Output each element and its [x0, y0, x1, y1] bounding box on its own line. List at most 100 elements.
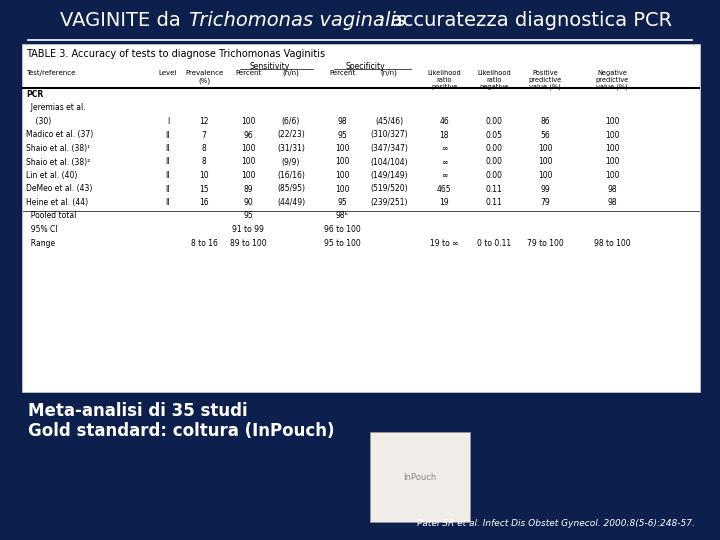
Text: I: I — [167, 117, 169, 126]
Text: 100: 100 — [335, 158, 349, 166]
Text: 19 to ∞: 19 to ∞ — [430, 239, 458, 247]
Text: Heine et al. (44): Heine et al. (44) — [26, 198, 88, 207]
Text: 95: 95 — [337, 131, 347, 139]
Text: (310/327): (310/327) — [370, 131, 408, 139]
Text: 96: 96 — [243, 131, 253, 139]
Text: 10: 10 — [199, 171, 209, 180]
Text: 89 to 100: 89 to 100 — [230, 239, 266, 247]
Text: (239/251): (239/251) — [370, 198, 408, 207]
Text: (6/6): (6/6) — [282, 117, 300, 126]
Text: 100: 100 — [240, 158, 256, 166]
Text: 12: 12 — [199, 117, 209, 126]
Text: Test/reference: Test/reference — [26, 70, 76, 76]
Text: Pooled total: Pooled total — [26, 212, 76, 220]
Text: (45/46): (45/46) — [375, 117, 403, 126]
Text: 99: 99 — [540, 185, 550, 193]
Text: Meta-analisi di 35 studi: Meta-analisi di 35 studi — [28, 402, 248, 420]
Text: 465: 465 — [437, 185, 451, 193]
Text: Likelihood
ratio
negative: Likelihood ratio negative — [477, 70, 511, 90]
Text: Percent: Percent — [329, 70, 355, 76]
Text: II: II — [166, 171, 170, 180]
Text: 100: 100 — [240, 144, 256, 153]
Text: VAGINITE da: VAGINITE da — [60, 11, 187, 30]
Text: 100: 100 — [605, 158, 619, 166]
Text: 18: 18 — [439, 131, 449, 139]
Text: 100: 100 — [538, 158, 552, 166]
Text: 0.00: 0.00 — [485, 117, 503, 126]
Text: 0.00: 0.00 — [485, 171, 503, 180]
Text: TABLE 3. Accuracy of tests to diagnose Trichomonas Vaginitis: TABLE 3. Accuracy of tests to diagnose T… — [26, 49, 325, 59]
Text: Likelihood
ratio
positive: Likelihood ratio positive — [427, 70, 461, 90]
Text: 16: 16 — [199, 198, 209, 207]
Text: Trichomonas vaginalis: Trichomonas vaginalis — [189, 11, 406, 30]
Text: (149/149): (149/149) — [370, 171, 408, 180]
Text: (n/n): (n/n) — [381, 70, 397, 77]
Text: (31/31): (31/31) — [277, 144, 305, 153]
Text: Negative
predictive
value (%): Negative predictive value (%) — [595, 70, 629, 91]
Text: : accuratezza diagnostica PCR: : accuratezza diagnostica PCR — [378, 11, 672, 30]
Text: 15: 15 — [199, 185, 209, 193]
Text: 0.00: 0.00 — [485, 158, 503, 166]
Text: 8: 8 — [202, 158, 207, 166]
Text: 100: 100 — [538, 171, 552, 180]
Text: Prevalence
(%): Prevalence (%) — [185, 70, 223, 84]
Text: 100: 100 — [335, 171, 349, 180]
Text: 79 to 100: 79 to 100 — [526, 239, 563, 247]
Text: Jeremias et al.: Jeremias et al. — [26, 104, 86, 112]
Text: 96 to 100: 96 to 100 — [323, 225, 361, 234]
Text: Madico et al. (37): Madico et al. (37) — [26, 131, 94, 139]
Text: Lin et al. (40): Lin et al. (40) — [26, 171, 77, 180]
Text: Specificity: Specificity — [346, 62, 385, 71]
Text: DeMeo et al. (43): DeMeo et al. (43) — [26, 185, 92, 193]
Text: 98 to 100: 98 to 100 — [594, 239, 630, 247]
Text: 100: 100 — [605, 144, 619, 153]
Text: InPouch: InPouch — [403, 472, 436, 482]
Text: 0 to 0.11: 0 to 0.11 — [477, 239, 511, 247]
Text: 0.11: 0.11 — [485, 198, 503, 207]
FancyBboxPatch shape — [22, 44, 700, 392]
Text: (44/49): (44/49) — [277, 198, 305, 207]
Text: PCR: PCR — [26, 90, 43, 99]
Text: 100: 100 — [240, 117, 256, 126]
Text: 95 to 100: 95 to 100 — [323, 239, 361, 247]
Text: (22/23): (22/23) — [277, 131, 305, 139]
Text: 91 to 99: 91 to 99 — [232, 225, 264, 234]
Text: 95: 95 — [243, 212, 253, 220]
Text: (347/347): (347/347) — [370, 144, 408, 153]
Text: (104/104): (104/104) — [370, 158, 408, 166]
Text: 46: 46 — [439, 117, 449, 126]
Text: 98ᵇ: 98ᵇ — [336, 212, 348, 220]
Text: Shaio et al. (38)²: Shaio et al. (38)² — [26, 158, 90, 166]
Text: II: II — [166, 185, 170, 193]
Text: 100: 100 — [240, 171, 256, 180]
Text: 0.11: 0.11 — [485, 185, 503, 193]
Text: II: II — [166, 198, 170, 207]
Text: (9/9): (9/9) — [282, 158, 300, 166]
Text: Positive
predictive
value (%): Positive predictive value (%) — [528, 70, 562, 91]
Text: Percent: Percent — [235, 70, 261, 76]
Text: 100: 100 — [605, 171, 619, 180]
Text: Shaio et al. (38)¹: Shaio et al. (38)¹ — [26, 144, 90, 153]
Text: II: II — [166, 131, 170, 139]
Text: (30): (30) — [26, 117, 51, 126]
Text: 90: 90 — [243, 198, 253, 207]
Text: II: II — [166, 144, 170, 153]
Text: Level: Level — [159, 70, 177, 76]
Text: 98: 98 — [607, 198, 617, 207]
Text: ∞: ∞ — [441, 171, 447, 180]
Text: 0.00: 0.00 — [485, 144, 503, 153]
Text: 100: 100 — [605, 117, 619, 126]
Text: Sensitivity: Sensitivity — [249, 62, 289, 71]
Text: 100: 100 — [538, 144, 552, 153]
Text: 0.05: 0.05 — [485, 131, 503, 139]
Text: 89: 89 — [243, 185, 253, 193]
Text: (85/95): (85/95) — [277, 185, 305, 193]
Text: 100: 100 — [335, 144, 349, 153]
Text: 95% CI: 95% CI — [26, 225, 58, 234]
Text: ∞: ∞ — [441, 158, 447, 166]
Text: II: II — [166, 158, 170, 166]
FancyBboxPatch shape — [370, 432, 470, 522]
Text: 7: 7 — [202, 131, 207, 139]
Text: 8 to 16: 8 to 16 — [191, 239, 217, 247]
Text: ∞: ∞ — [441, 144, 447, 153]
